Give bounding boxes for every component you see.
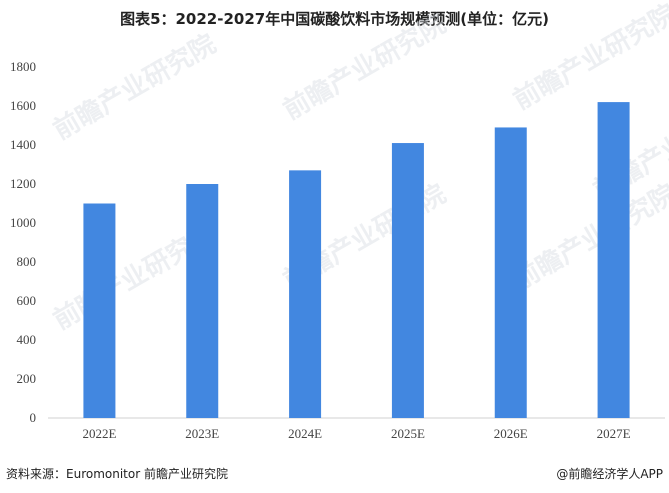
bar-2024E [289,170,322,418]
bar-2025E [391,143,424,419]
watermark-text: 前瞻产业研究院 [278,8,451,126]
watermark-text: 前瞻产业研究院 [508,0,669,116]
x-tick-label: 2027E [597,426,631,441]
x-tick-label: 2023E [185,426,219,441]
x-axis: 2022E 2023E 2024E 2025E 2026E 2027E [82,426,630,441]
x-tick-label: 2024E [288,426,322,441]
watermark-text: 前瞻产业研究院 [508,178,669,296]
y-tick-label: 1800 [10,59,36,74]
bar-2026E [494,127,527,418]
watermark-text: 前瞻产业研究院 [48,28,221,146]
bar-2022E [83,203,116,418]
credit: @前瞻经济学人APP [556,467,663,481]
y-tick-label: 1400 [10,137,36,152]
bar-2027E [597,102,630,418]
y-tick-label: 1600 [10,98,36,113]
y-tick-label: 600 [17,293,37,308]
bar-2023E [186,184,219,418]
source-note: 资料来源：Euromonitor 前瞻产业研究院 [6,467,228,481]
y-tick-label: 800 [17,254,37,269]
y-tick-label: 0 [30,410,37,425]
x-tick-label: 2025E [391,426,425,441]
bars [83,102,630,419]
y-tick-label: 1000 [10,215,36,230]
x-tick-label: 2026E [494,426,528,441]
y-tick-label: 400 [17,332,37,347]
y-axis: 0 200 400 600 800 1000 1200 1400 1600 1800 [10,59,36,425]
y-tick-label: 200 [17,371,37,386]
chart-title: 图表5：2022-2027年中国碳酸饮料市场规模预测(单位：亿元) [120,10,549,28]
x-tick-label: 2022E [82,426,116,441]
y-tick-label: 1200 [10,176,36,191]
